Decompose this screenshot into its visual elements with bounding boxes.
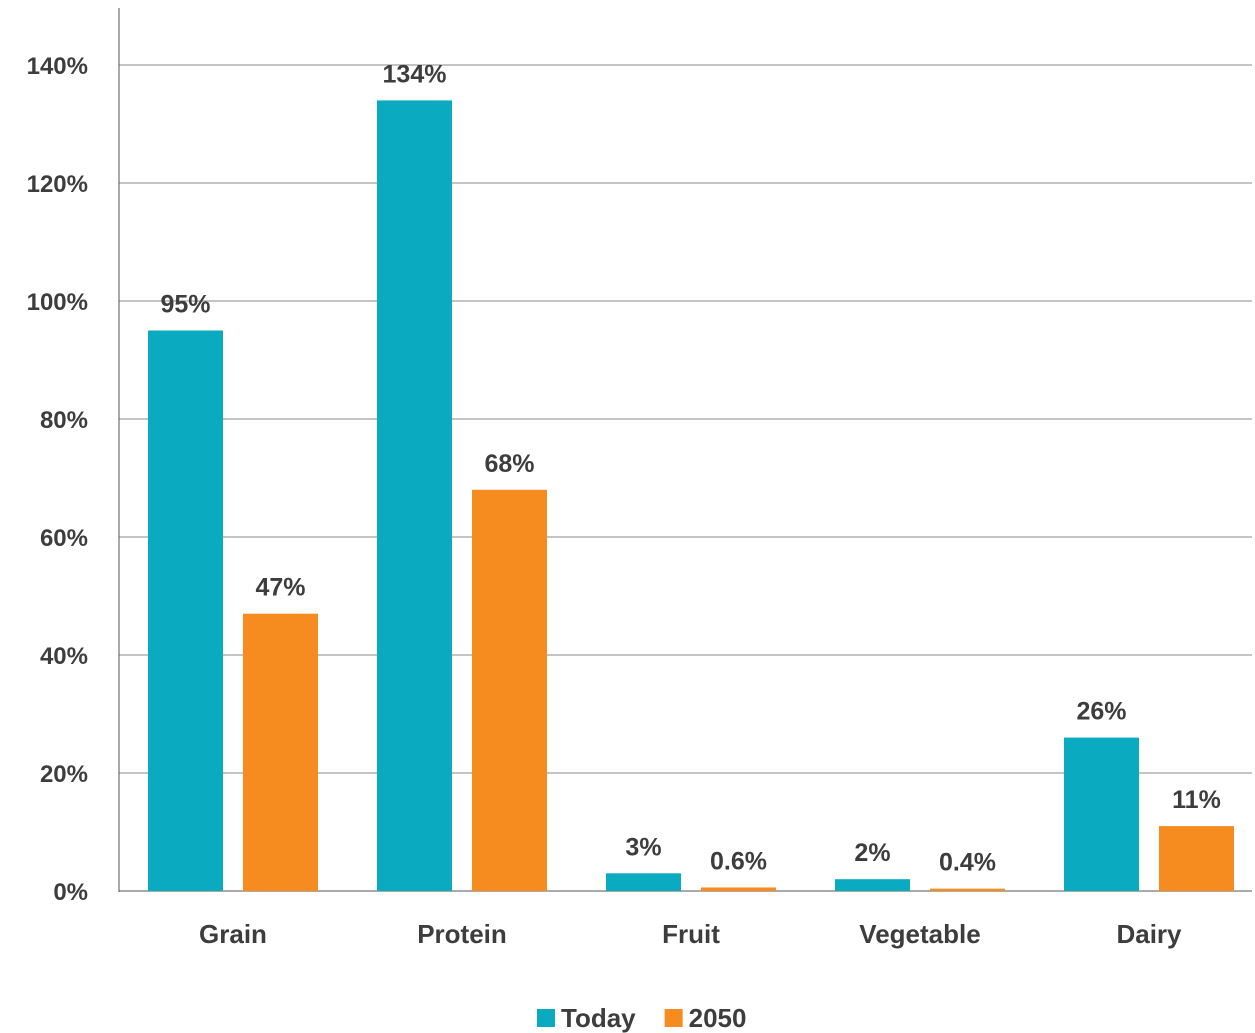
- data-label: 47%: [255, 574, 305, 602]
- bars: [148, 100, 1234, 891]
- x-category-label: Protein: [417, 919, 507, 949]
- x-category-label: Dairy: [1116, 919, 1182, 949]
- bar-2050-grain: [243, 613, 318, 891]
- bar-2050-dairy: [1159, 826, 1234, 891]
- data-label: 0.6%: [710, 847, 767, 875]
- bar-2050-protein: [472, 489, 547, 891]
- x-axis-category-labels: Grain Protein Fruit Vegetable Dairy: [199, 919, 1182, 949]
- y-tick-label: 140%: [27, 53, 88, 80]
- bar-today-dairy: [1064, 737, 1139, 891]
- y-tick-label: 60%: [40, 525, 88, 552]
- data-labels: 95% 47% 134% 68% 3% 0.6% 2% 0.4% 26% 11%: [160, 60, 1220, 876]
- legend-label: Today: [561, 1003, 636, 1033]
- bar-today-fruit: [606, 873, 681, 891]
- y-tick-label: 100%: [27, 289, 88, 316]
- data-label: 11%: [1172, 786, 1221, 814]
- data-label: 2%: [854, 839, 890, 867]
- bar-2050-fruit: [701, 887, 776, 891]
- y-tick-label: 0%: [53, 879, 88, 906]
- y-axis-ticks: 0% 20% 40% 60% 80% 100% 120% 140%: [27, 53, 88, 906]
- x-category-label: Vegetable: [859, 919, 980, 949]
- legend: Today 2050: [537, 1003, 746, 1033]
- bar-today-grain: [148, 330, 223, 891]
- data-label: 26%: [1076, 698, 1126, 726]
- bar-today-vegetable: [835, 879, 910, 891]
- legend-label: 2050: [689, 1003, 747, 1033]
- bar-2050-vegetable: [930, 888, 1005, 891]
- y-tick-label: 120%: [27, 171, 88, 198]
- data-label: 3%: [625, 833, 661, 861]
- y-tick-label: 40%: [40, 643, 88, 670]
- legend-swatch: [664, 1009, 683, 1027]
- data-label: 95%: [160, 291, 210, 319]
- y-tick-label: 20%: [40, 761, 88, 788]
- data-label: 134%: [383, 60, 447, 88]
- data-label: 0.4%: [939, 849, 996, 877]
- y-tick-label: 80%: [40, 407, 88, 434]
- data-label: 68%: [484, 450, 534, 478]
- x-category-label: Fruit: [662, 919, 720, 949]
- x-category-label: Grain: [199, 919, 267, 949]
- bar-today-protein: [377, 100, 452, 891]
- legend-swatch: [537, 1009, 555, 1027]
